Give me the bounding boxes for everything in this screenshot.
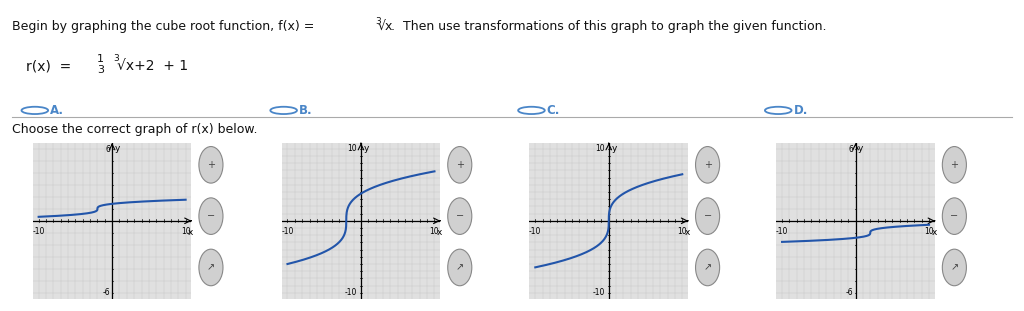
Text: Begin by graphing the cube root function, f(x) =: Begin by graphing the cube root function…	[12, 20, 318, 33]
Text: -10: -10	[593, 288, 605, 297]
Text: 3: 3	[97, 65, 104, 75]
Circle shape	[695, 249, 720, 286]
Text: +: +	[703, 160, 712, 170]
Text: r(x)  =: r(x) =	[26, 59, 80, 73]
Text: −: −	[456, 211, 464, 221]
Circle shape	[695, 198, 720, 234]
Text: x: x	[685, 228, 690, 237]
Text: B.: B.	[299, 104, 312, 117]
Text: y: y	[364, 144, 369, 153]
Circle shape	[942, 249, 967, 286]
Circle shape	[695, 146, 720, 183]
Text: 6: 6	[849, 145, 853, 154]
Text: 1: 1	[97, 54, 104, 64]
Text: Choose the correct graph of r(x) below.: Choose the correct graph of r(x) below.	[12, 123, 258, 136]
Text: 10: 10	[678, 227, 687, 235]
Text: -10: -10	[529, 227, 542, 235]
Text: -6: -6	[102, 288, 110, 297]
Text: -6: -6	[846, 288, 853, 297]
Text: -10: -10	[776, 227, 788, 236]
Text: ↗: ↗	[207, 262, 215, 272]
Text: +: +	[950, 160, 958, 170]
Text: −: −	[950, 211, 958, 221]
Circle shape	[199, 198, 223, 234]
Text: A.: A.	[50, 104, 65, 117]
Circle shape	[447, 146, 472, 183]
Text: C.: C.	[547, 104, 560, 117]
Text: 10: 10	[181, 227, 190, 236]
Text: 10: 10	[925, 227, 934, 236]
Text: -10: -10	[282, 227, 294, 235]
Circle shape	[942, 198, 967, 234]
Text: √x: √x	[378, 20, 393, 33]
Text: y: y	[611, 144, 616, 153]
Circle shape	[199, 146, 223, 183]
Text: 10: 10	[430, 227, 439, 235]
Text: x: x	[437, 228, 442, 237]
Text: x: x	[188, 228, 194, 237]
Text: 6: 6	[105, 145, 110, 154]
Text: 3: 3	[375, 17, 381, 26]
Text: −: −	[703, 211, 712, 221]
Text: x: x	[932, 228, 937, 237]
Text: √x+2  + 1: √x+2 + 1	[117, 59, 187, 73]
Text: +: +	[456, 160, 464, 170]
Circle shape	[447, 249, 472, 286]
Text: .  Then use transformations of this graph to graph the given function.: . Then use transformations of this graph…	[391, 20, 826, 33]
Text: ↗: ↗	[950, 262, 958, 272]
Text: y: y	[858, 144, 863, 153]
Text: ↗: ↗	[456, 262, 464, 272]
Text: -10: -10	[345, 288, 357, 297]
Text: ↗: ↗	[703, 262, 712, 272]
Text: −: −	[207, 211, 215, 221]
Text: y: y	[115, 144, 120, 153]
Circle shape	[447, 198, 472, 234]
Circle shape	[942, 146, 967, 183]
Text: 10: 10	[348, 144, 357, 153]
Text: -10: -10	[33, 227, 45, 236]
Text: D.: D.	[794, 104, 808, 117]
Text: 10: 10	[596, 144, 605, 153]
Text: +: +	[207, 160, 215, 170]
Circle shape	[199, 249, 223, 286]
Text: 3: 3	[114, 54, 120, 63]
